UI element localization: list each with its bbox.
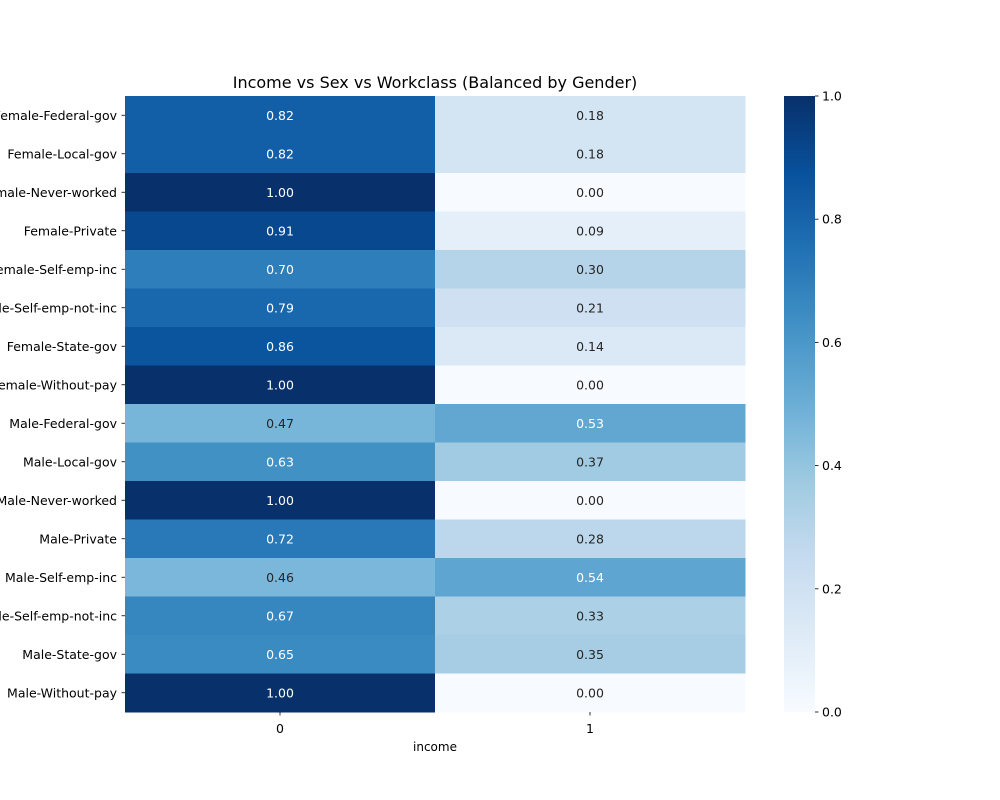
- x-axis-label: income: [413, 740, 457, 754]
- cell-value-label: 0.53: [576, 416, 604, 431]
- heatmap-cell: [125, 673, 436, 713]
- heatmap-cell: [435, 173, 746, 212]
- y-tick-label: Female-State-gov: [7, 339, 118, 354]
- y-tick-label: Male-Local-gov: [23, 454, 118, 469]
- cell-value-label: 1.00: [266, 185, 294, 200]
- y-tick-label: Female-Private: [24, 223, 118, 238]
- heatmap-cell: [435, 404, 746, 443]
- cell-value-label: 0.00: [576, 493, 604, 508]
- colorbar-tick-label: 1.0: [822, 89, 842, 104]
- cell-value-label: 0.65: [266, 647, 294, 662]
- cell-value-label: 0.33: [576, 608, 604, 623]
- heatmap-cell: [125, 134, 436, 174]
- heatmap-cell: [125, 442, 436, 482]
- y-tick-label: Male-State-gov: [22, 647, 117, 662]
- heatmap-cell: [435, 481, 746, 520]
- cell-value-label: 0.70: [266, 262, 294, 277]
- cell-value-label: 0.63: [266, 454, 294, 469]
- chart-title: Income vs Sex vs Workclass (Balanced by …: [233, 73, 638, 92]
- cell-value-label: 0.09: [576, 223, 604, 238]
- y-tick-label: Female-Self-emp-inc: [0, 262, 117, 277]
- y-tick-label: Male-Self-emp-inc: [5, 570, 117, 585]
- heatmap-cell: [435, 211, 746, 251]
- cell-value-label: 1.00: [266, 685, 294, 700]
- heatmap-cell: [435, 558, 746, 597]
- cell-value-label: 0.14: [576, 339, 604, 354]
- y-tick-label: Female-Without-pay: [0, 377, 118, 392]
- heatmap-cell: [435, 365, 746, 405]
- colorbar: 0.0 0.2 0.4 0.6 0.8 1.0: [784, 89, 842, 720]
- colorbar-tick-label: 0.6: [822, 335, 842, 350]
- cell-value-label: 0.35: [576, 647, 604, 662]
- heatmap-cell: [435, 442, 746, 482]
- y-tick-label: Male-Never-worked: [0, 493, 117, 508]
- colorbar-tick-label: 0.8: [822, 212, 842, 227]
- cell-value-label: 0.37: [576, 454, 604, 469]
- cell-value-label: 0.86: [266, 339, 294, 354]
- y-tick-label: Male-Federal-gov: [9, 416, 117, 431]
- cell-value-label: 0.54: [576, 570, 604, 585]
- colorbar-tick-label: 0.4: [822, 458, 842, 473]
- heatmap-cell: [435, 134, 746, 174]
- cell-value-label: 0.30: [576, 262, 604, 277]
- heatmap-cell: [125, 519, 436, 559]
- y-tick-label: Male-Private: [39, 531, 117, 546]
- heatmap-cell: [435, 96, 746, 135]
- cell-value-label: 0.79: [266, 300, 294, 315]
- heatmap-cell: [435, 327, 746, 366]
- cell-value-label: 0.47: [266, 416, 294, 431]
- heatmap-cell: [435, 596, 746, 636]
- colorbar-gradient: [784, 96, 815, 712]
- cell-value-label: 0.46: [266, 570, 294, 585]
- y-tick-label: Female-Self-emp-not-inc: [0, 300, 117, 315]
- y-tick-label: Female-Local-gov: [7, 146, 117, 161]
- cell-value-label: 0.72: [266, 531, 294, 546]
- cell-value-label: 0.82: [266, 146, 294, 161]
- heatmap-cell: [125, 173, 436, 212]
- heatmap-cell: [435, 635, 746, 674]
- colorbar-tick-label: 0.2: [822, 581, 842, 596]
- heatmap-cell: [435, 673, 746, 713]
- heatmap-cells: 0.82 0.18 0.82 0.18 1.00 0.00 0.91 0.09 0.70 0.30…: [125, 96, 746, 713]
- y-tick-label: Male-Self-emp-not-inc: [0, 608, 117, 623]
- heatmap-cell: [435, 250, 746, 289]
- heatmap-cell: [125, 635, 436, 674]
- heatmap-cell: [125, 596, 436, 636]
- heatmap-cell: [125, 288, 436, 328]
- heatmap-cell: [435, 288, 746, 328]
- y-tick-label: Male-Without-pay: [7, 685, 118, 700]
- x-tick-label: 1: [586, 721, 594, 736]
- x-tick-label: 0: [276, 721, 284, 736]
- y-tick-label: Female-Never-worked: [0, 185, 117, 200]
- y-tick-labels: Female-Federal-gov Female-Local-gov Female…: [0, 108, 125, 700]
- heatmap-cell: [125, 558, 436, 597]
- cell-value-label: 0.82: [266, 108, 294, 123]
- colorbar-tick-label: 0.0: [822, 705, 842, 720]
- heatmap-cell: [125, 250, 436, 289]
- heatmap-cell: [125, 404, 436, 443]
- cell-value-label: 0.18: [576, 146, 604, 161]
- heatmap-cell: [125, 327, 436, 366]
- cell-value-label: 0.28: [576, 531, 604, 546]
- cell-value-label: 0.00: [576, 685, 604, 700]
- heatmap-cell: [125, 96, 436, 135]
- cell-value-label: 1.00: [266, 377, 294, 392]
- heatmap-cell: [125, 365, 436, 405]
- cell-value-label: 0.00: [576, 185, 604, 200]
- cell-value-label: 0.00: [576, 377, 604, 392]
- heatmap-cell: [125, 211, 436, 251]
- cell-value-label: 0.67: [266, 608, 294, 623]
- heatmap-cell: [435, 519, 746, 559]
- y-tick-label: Female-Federal-gov: [0, 108, 118, 123]
- cell-value-label: 0.21: [576, 300, 604, 315]
- heatmap-cell: [125, 481, 436, 520]
- cell-value-label: 0.91: [266, 223, 294, 238]
- cell-value-label: 1.00: [266, 493, 294, 508]
- cell-value-label: 0.18: [576, 108, 604, 123]
